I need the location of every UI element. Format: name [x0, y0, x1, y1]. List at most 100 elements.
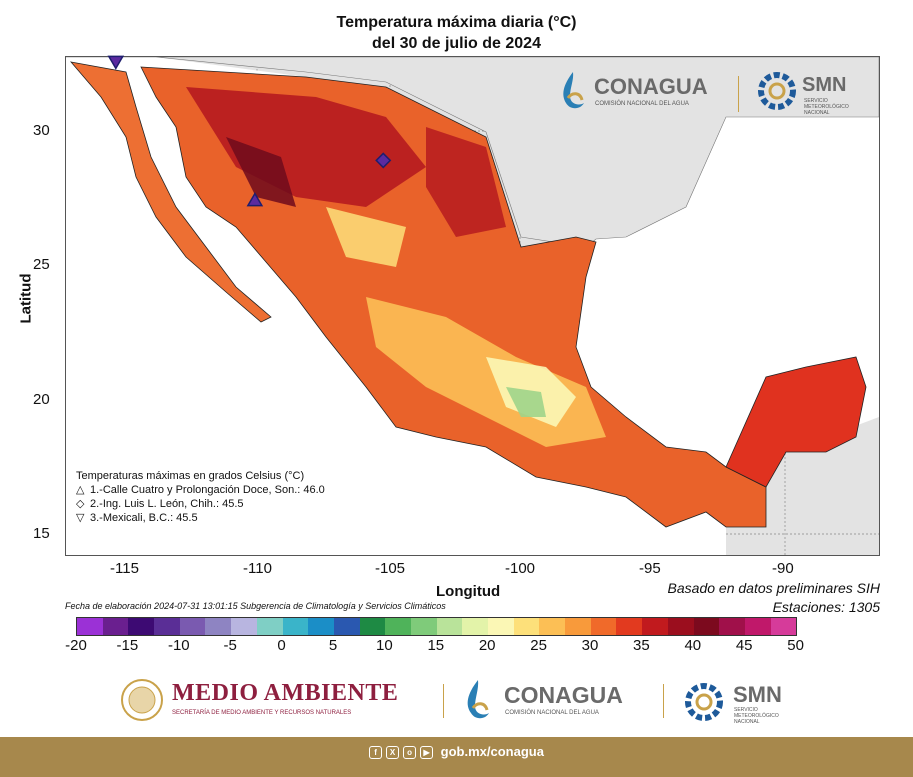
medio-ambiente-subtext: SECRETARÍA DE MEDIO AMBIENTE Y RECURSOS … — [172, 710, 352, 716]
extreme-zone — [226, 137, 296, 207]
footer-url-link[interactable]: gob.mx/conagua — [440, 744, 544, 759]
elaboration-footnote: Fecha de elaboración 2024-07-31 13:01:15… — [65, 601, 446, 611]
x-axis-label: Longitud — [436, 583, 501, 600]
colorbar-cell — [333, 618, 360, 635]
conagua-drop-icon — [467, 680, 489, 719]
lon-tick: -95 — [639, 560, 661, 577]
lat-tick: 25 — [33, 256, 50, 273]
diamond-icon: ◇ — [76, 498, 85, 510]
colorbar-tick-label: 5 — [328, 637, 338, 654]
conagua-logo-subtext: COMISIÓN NACIONAL DEL AGUA — [595, 101, 689, 107]
y-axis-label: Latitud — [17, 273, 35, 324]
colorbar-cell — [205, 618, 232, 635]
triangle-down-icon: ▽ — [76, 512, 85, 524]
stations-count: Estaciones: 1305 — [772, 599, 880, 615]
colorbar-cell — [436, 618, 463, 635]
lon-tick: -110 — [243, 560, 272, 577]
colorbar-cell — [128, 618, 155, 635]
colorbar-cell — [590, 618, 617, 635]
data-basis-note: Basado en datos preliminares SIH Estacio… — [668, 579, 880, 617]
yucatan — [725, 356, 867, 488]
colorbar-cell — [179, 618, 206, 635]
colorbar-tick-label: 0 — [277, 637, 286, 654]
colorbar-cell — [282, 618, 309, 635]
colorbar-cell — [410, 618, 437, 635]
lon-tick: -90 — [772, 560, 794, 577]
youtube-icon[interactable]: ▶ — [420, 746, 434, 760]
green-zone — [506, 387, 546, 417]
conagua-logo-text: CONAGUA — [594, 74, 708, 99]
colorbar-cell — [667, 618, 694, 635]
colorbar-tick-label: -10 — [167, 637, 190, 654]
smn-logo-subtext: SERVICIO METEOROLÓGICO NACIONAL — [804, 98, 849, 116]
colorbar-cell — [308, 618, 334, 635]
colorbar-cell — [539, 618, 566, 635]
colorbar-cell — [770, 618, 797, 635]
colorbar-cell — [385, 618, 411, 635]
colorbar-tick-label: 10 — [376, 637, 393, 654]
lon-tick: -100 — [505, 560, 536, 577]
map-title: Temperatura máxima diaria (°C) — [336, 14, 577, 31]
map-subtitle: del 30 de julio de 2024 — [372, 35, 541, 52]
smn-emblem-icon — [685, 683, 723, 721]
colorbar-cell — [513, 618, 540, 635]
legend-item-text: 1.-Calle Cuatro y Prolongación Doce, Son… — [90, 484, 325, 496]
colorbar-tick-label: 25 — [530, 637, 547, 654]
smn-logo-top: SMN SERVICIO METEOROLÓGICO NACIONAL — [756, 70, 849, 117]
conagua-drop-icon — [563, 72, 584, 109]
colorbar-cell — [744, 618, 771, 635]
colorbar-cell — [154, 618, 180, 635]
lat-tick: 15 — [33, 525, 50, 542]
lat-tick: 20 — [33, 391, 50, 408]
colorbar-cell — [642, 618, 668, 635]
colorbar-tick-label: 35 — [633, 637, 650, 654]
facebook-icon[interactable]: f — [369, 746, 383, 760]
legend-item: ▽ 3.-Mexicali, B.C.: 45.5 — [76, 511, 325, 525]
x-icon[interactable]: X — [386, 746, 400, 760]
basis-text: Basado en datos preliminares SIH — [667, 580, 880, 596]
colorbar-tick-label: -5 — [223, 637, 237, 654]
footer-divider — [443, 684, 444, 718]
mexico-seal-icon — [121, 679, 163, 721]
colorbar-tick-label: 30 — [581, 637, 599, 654]
mild-zone-north — [326, 207, 406, 267]
temperature-map — [65, 56, 880, 556]
smn-logo-text: SMN — [802, 74, 847, 96]
triangle-up-icon: △ — [76, 484, 85, 496]
legend-item: △ 1.-Calle Cuatro y Prolongación Doce, So… — [76, 483, 325, 497]
hot-zone-sonora — [186, 87, 426, 207]
colorbar-tick-label: -15 — [116, 637, 139, 654]
footer-bar — [0, 737, 913, 777]
colorbar-cell — [719, 618, 745, 635]
colorbar-cell — [616, 618, 643, 635]
footer-divider — [663, 684, 664, 718]
station-legend: Temperaturas máximas en grados Celsius (… — [76, 469, 325, 525]
lat-tick: 30 — [33, 122, 50, 139]
legend-item-text: 3.-Mexicali, B.C.: 45.5 — [90, 512, 198, 524]
colorbar-tick-label: 20 — [478, 637, 496, 654]
instagram-icon[interactable]: o — [403, 746, 417, 760]
lon-tick: -115 — [110, 560, 139, 577]
legend-title: Temperaturas máximas en grados Celsius (… — [76, 470, 305, 482]
hot-zone-chihuahua — [426, 127, 506, 237]
conagua-footer-subtext: COMISIÓN NACIONAL DEL AGUA — [505, 710, 599, 716]
colorbar-cell — [102, 618, 129, 635]
colorbar-cell — [565, 618, 591, 635]
map-svg — [66, 57, 879, 555]
legend-item-text: 2.-Ing. Luis L. León, Chih.: 45.5 — [90, 498, 244, 510]
colorbar-tick-label: 40 — [684, 637, 702, 654]
conagua-logo-top: CONAGUA COMISIÓN NACIONAL DEL AGUA — [558, 70, 708, 117]
colorbar-cell — [462, 618, 488, 635]
conagua-footer-text: CONAGUA — [504, 682, 623, 708]
lon-tick: -105 — [375, 560, 406, 577]
colorbar-tick-label: 15 — [427, 637, 445, 654]
logo-divider — [738, 76, 739, 112]
colorbar-cell — [256, 618, 283, 635]
smn-footer-text: SMN — [733, 682, 782, 707]
colorbar-cell — [693, 618, 720, 635]
temperature-colorbar — [76, 617, 798, 636]
colorbar-cell — [488, 618, 514, 635]
smn-emblem-icon — [758, 72, 796, 110]
legend-item: ◇ 2.-Ing. Luis L. León, Chih.: 45.5 — [76, 497, 325, 511]
